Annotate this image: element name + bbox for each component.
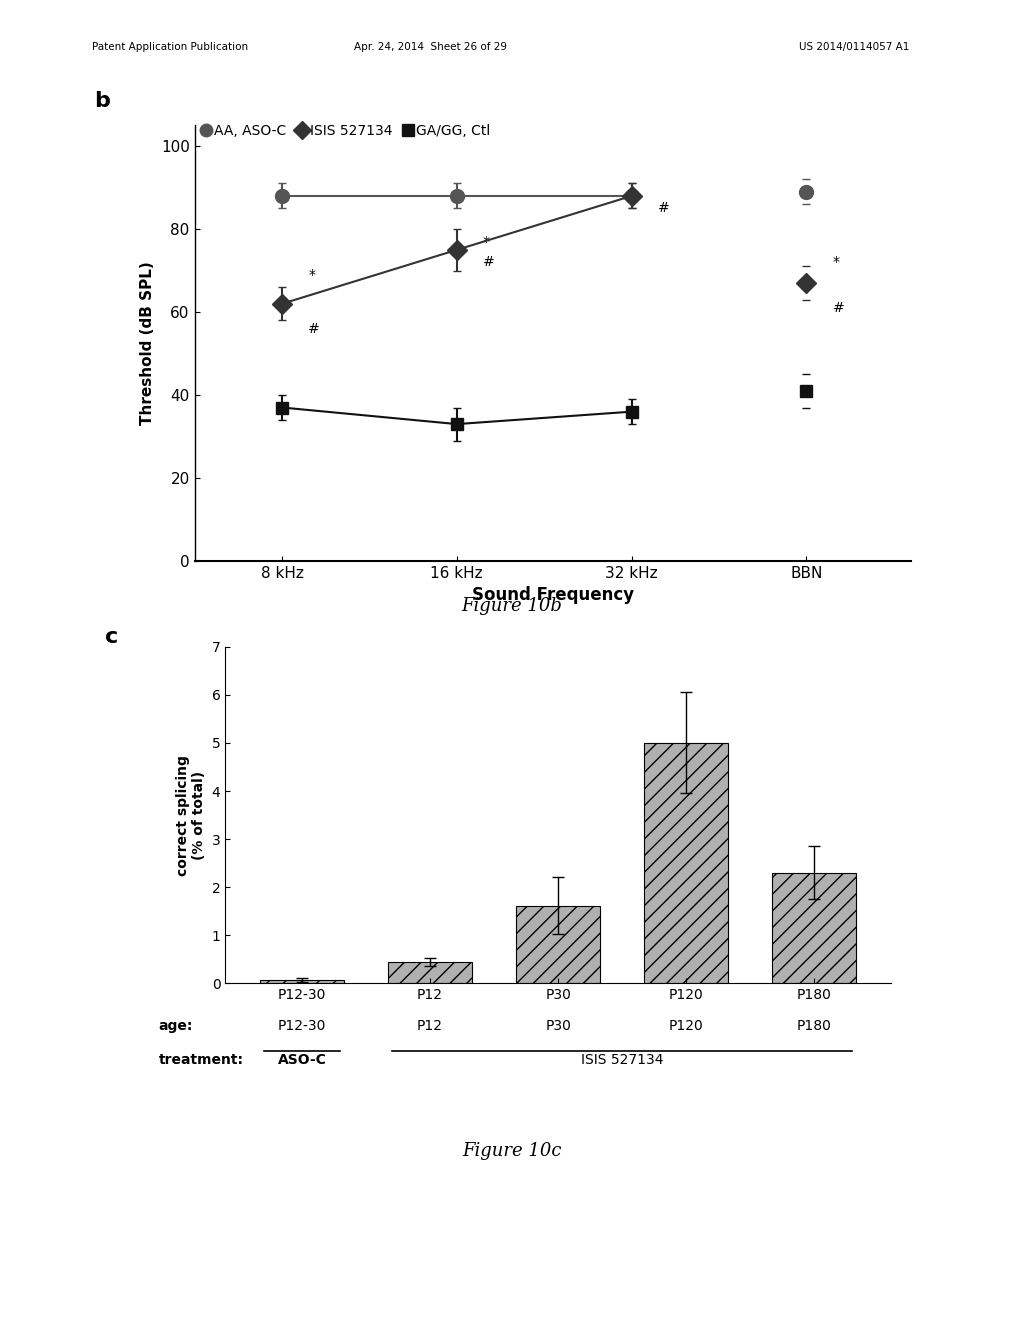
Text: P120: P120	[669, 1019, 703, 1034]
Text: c: c	[105, 627, 119, 647]
Y-axis label: correct splicing
(% of total): correct splicing (% of total)	[176, 755, 206, 875]
Text: ISIS 527134: ISIS 527134	[581, 1053, 664, 1068]
Text: Figure 10c: Figure 10c	[462, 1142, 562, 1160]
Text: P180: P180	[797, 1019, 831, 1034]
Text: Figure 10b: Figure 10b	[462, 597, 562, 615]
Text: P12: P12	[417, 1019, 443, 1034]
Bar	[260, 979, 344, 983]
Text: Patent Application Publication: Patent Application Publication	[92, 42, 248, 53]
Text: b: b	[94, 91, 111, 111]
Text: #: #	[483, 255, 495, 269]
Text: ASO-C: ASO-C	[278, 1053, 327, 1068]
Y-axis label: Threshold (dB SPL): Threshold (dB SPL)	[140, 261, 156, 425]
Text: P12-30: P12-30	[278, 1019, 327, 1034]
Legend: AA, ASO-C, ISIS 527134, GA/GG, Ctl: AA, ASO-C, ISIS 527134, GA/GG, Ctl	[202, 124, 490, 137]
Text: Apr. 24, 2014  Sheet 26 of 29: Apr. 24, 2014 Sheet 26 of 29	[353, 42, 507, 53]
Text: treatment:: treatment:	[159, 1053, 244, 1068]
Text: US 2014/0114057 A1: US 2014/0114057 A1	[799, 42, 909, 53]
Text: *: *	[483, 235, 490, 248]
X-axis label: Sound Frequency: Sound Frequency	[472, 586, 634, 605]
Text: *: *	[833, 255, 840, 269]
Text: #: #	[657, 202, 670, 215]
Text: #: #	[308, 322, 319, 335]
Text: #: #	[833, 301, 845, 315]
Bar	[388, 962, 472, 983]
Text: P30: P30	[545, 1019, 571, 1034]
Text: age:: age:	[159, 1019, 194, 1034]
Bar	[516, 906, 600, 983]
Text: *: *	[308, 268, 315, 281]
Bar	[644, 743, 728, 983]
Bar	[772, 873, 856, 983]
